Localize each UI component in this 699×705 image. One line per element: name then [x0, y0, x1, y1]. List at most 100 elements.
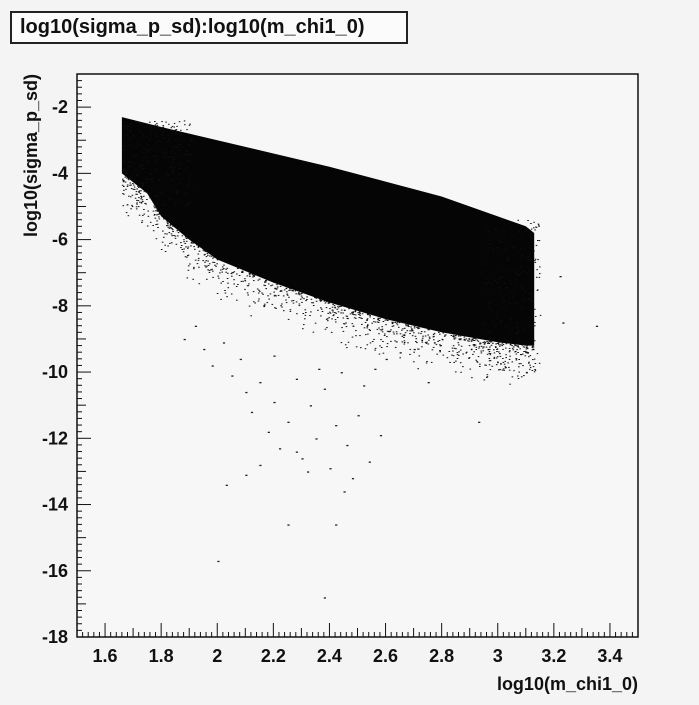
data-point [305, 300, 307, 302]
data-point [125, 170, 127, 172]
data-point [476, 361, 479, 363]
data-point [337, 307, 340, 309]
data-point [489, 369, 492, 371]
data-point [253, 280, 255, 282]
data-point [244, 288, 246, 290]
data-point [530, 252, 532, 254]
data-point [168, 232, 171, 234]
data-point [207, 260, 209, 262]
data-point [410, 330, 413, 332]
data-point [452, 334, 455, 336]
x-tick-label: 2.8 [429, 646, 454, 666]
data-point [135, 169, 137, 171]
data-point [473, 344, 476, 345]
data-point [137, 175, 139, 177]
data-point [508, 351, 511, 353]
data-point [328, 317, 330, 319]
data-point [332, 303, 334, 305]
data-point [164, 186, 167, 188]
data-point [124, 173, 127, 175]
data-point [433, 335, 435, 337]
data-point [351, 478, 355, 480]
data-point [129, 124, 131, 126]
data-point [346, 444, 349, 447]
data-point [508, 223, 511, 225]
data-point [511, 330, 514, 332]
data-point [379, 317, 381, 319]
data-point [421, 340, 423, 342]
data-point [528, 324, 531, 326]
data-point [271, 303, 274, 305]
data-point [164, 244, 166, 246]
data-point [236, 299, 238, 301]
data-point [263, 303, 266, 305]
data-point [524, 291, 527, 293]
data-point [527, 256, 529, 258]
data-point [145, 156, 147, 158]
data-point [453, 336, 455, 338]
data-point [504, 337, 506, 339]
data-point [516, 337, 519, 339]
data-point [156, 214, 158, 216]
data-point [287, 421, 290, 423]
data-point [499, 345, 501, 347]
data-point [295, 301, 298, 303]
data-point [334, 319, 337, 321]
data-point [538, 240, 541, 242]
data-point [354, 314, 357, 316]
data-point [361, 323, 363, 325]
data-point [205, 266, 207, 268]
data-point [211, 365, 214, 367]
data-point [369, 342, 372, 344]
data-point [496, 247, 498, 248]
data-point [460, 338, 462, 340]
data-point [220, 298, 222, 300]
data-point [136, 203, 138, 205]
data-point [207, 269, 209, 271]
data-point [221, 271, 223, 273]
data-point [216, 293, 219, 294]
data-point [489, 238, 492, 240]
data-point [366, 325, 369, 326]
data-point [141, 165, 143, 167]
data-point [181, 235, 184, 237]
data-point [233, 279, 235, 281]
data-point [135, 154, 138, 156]
data-point [504, 248, 507, 250]
data-point [147, 144, 149, 146]
data-point [174, 237, 177, 239]
data-point [225, 271, 227, 273]
data-point [482, 350, 485, 352]
data-point [303, 324, 305, 326]
data-point [248, 274, 251, 276]
data-point [225, 484, 228, 486]
data-point [533, 250, 535, 252]
data-point [499, 241, 501, 243]
data-point [515, 358, 518, 360]
data-point [274, 307, 276, 309]
data-point [309, 405, 312, 407]
data-point [392, 325, 395, 327]
data-point [258, 278, 261, 280]
data-point [135, 206, 138, 208]
data-point [491, 365, 494, 367]
data-point [286, 294, 289, 296]
data-point [125, 188, 127, 190]
data-point [185, 240, 188, 242]
data-point [376, 328, 379, 330]
data-point [508, 347, 511, 349]
data-point [488, 243, 491, 245]
data-point [503, 369, 505, 371]
data-point [477, 340, 480, 342]
data-point [493, 352, 496, 354]
data-point [468, 357, 471, 359]
data-point [137, 206, 140, 208]
data-point [382, 321, 385, 322]
data-point [479, 366, 481, 367]
data-point [483, 379, 486, 381]
data-point [486, 376, 489, 378]
data-point [193, 266, 195, 268]
data-point [489, 341, 492, 343]
data-point [190, 242, 193, 244]
data-point [428, 329, 430, 331]
